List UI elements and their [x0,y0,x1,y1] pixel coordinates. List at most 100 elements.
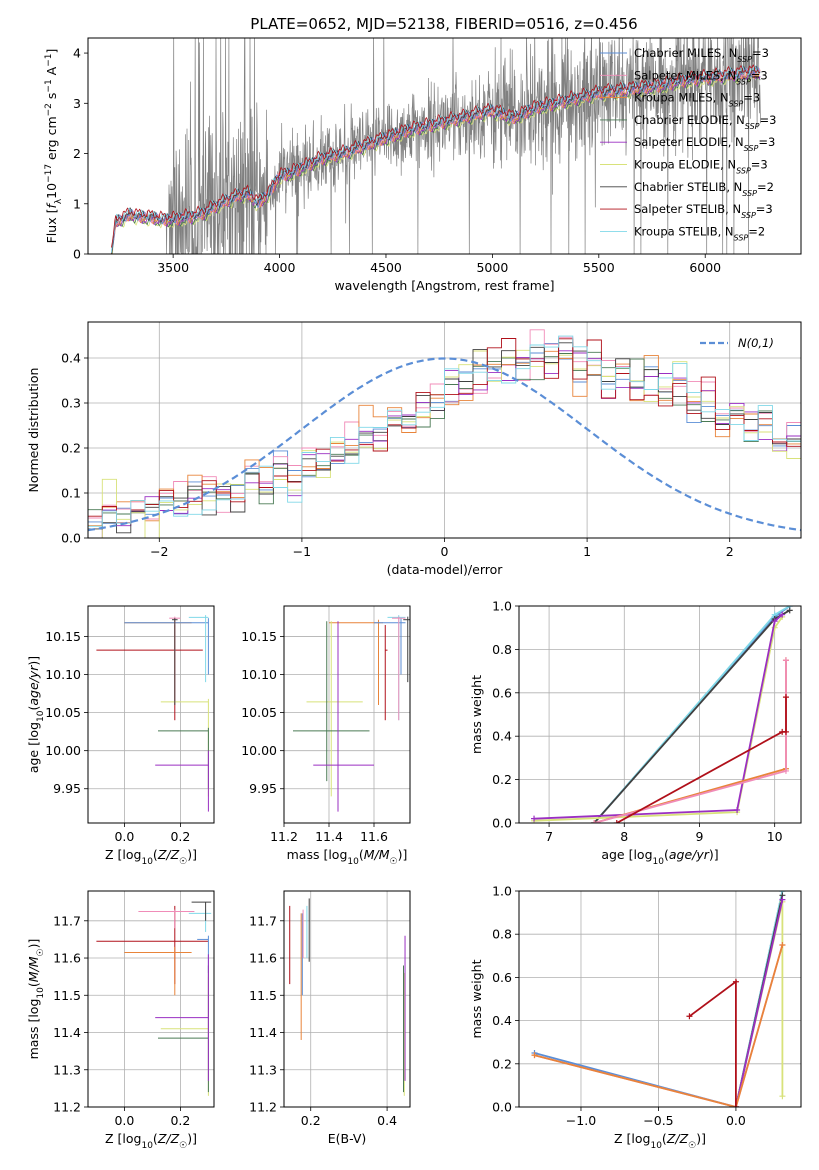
mass-weight-marker [531,815,538,822]
y-axis-label-part: f [44,203,59,209]
x-axis-label-part: Z/Z [157,1131,180,1146]
x-axis-label-part: 10 [653,857,665,867]
y-tick-label: 0.6 [492,685,512,700]
y-axis-label-part: λ [54,198,64,204]
x-axis-label-part: E(B-V) [328,1131,367,1146]
x-axis-label: Z [log10(Z/Z☉)] [614,1131,706,1151]
y-axis-label: mass [log10(M/M☉)] [26,939,46,1060]
y-tick-label: 0.4 [61,351,81,366]
x-axis-label-part: (data-model)/error [387,562,504,577]
mass-weight-marker [786,607,793,614]
x-axis-label-part: ( [664,847,669,862]
y-tick-label: 11.7 [249,913,277,928]
legend-label: Kroupa STELIB, NSSP=2 [634,224,765,242]
legend-label: Salpeter MILES, NSSP=3 [634,68,768,86]
legend-label-text: Chabrier MILES, N [634,46,737,60]
x-tick-label: 0.4 [377,1113,397,1128]
y-axis-label-part: mass [log [26,999,41,1060]
residual-histogram-line [88,350,801,527]
mass-weight-marker [732,978,739,985]
y-axis-label: Flux [fλ10−17 erg cm−2 s−1 A−1] [44,49,64,244]
y-tick-label: 10.00 [241,743,277,758]
mass-weight-line [616,697,787,823]
x-tick-label: 0.2 [170,829,190,844]
x-tick-label: 8 [620,829,628,844]
mass-weight-marker [782,694,789,701]
mass-weight-line [593,660,787,823]
legend-label-text: Salpeter ELODIE, N [634,135,744,149]
legend-label: Kroupa MILES, NSSP=3 [634,91,760,109]
mass-weight-marker [531,1052,538,1059]
mass-weight-line [533,614,783,820]
axes-frame [283,890,411,1108]
x-tick-label: 11.2 [270,829,298,844]
legend-label-sub: SSP [742,188,757,197]
legend-label: Chabrier ELODIE, NSSP=3 [634,113,776,130]
x-axis-label-part: 10 [347,857,359,867]
y-tick-label: 11.2 [53,1100,81,1115]
residual-histogram-line [88,338,801,524]
legend-label-suffix: =3 [756,202,773,216]
error-bar-point [124,618,209,675]
error-bar-point [124,619,192,705]
model-spectrum-line [111,70,761,254]
x-tick-label: 0.2 [170,1113,190,1128]
mass-weight-marker [779,611,786,618]
x-tick-label: 0.0 [114,1113,134,1128]
x-axis-label-part: Z/Z [666,1131,689,1146]
y-tick-label: 1 [73,196,81,211]
x-tick-label: 0.0 [114,829,134,844]
x-axis-label-part: ☉ [390,857,398,867]
figure-title: PLATE=0652, MJD=52138, FIBERID=0516, z=0… [250,15,637,33]
y-axis-label-part: )] [26,656,41,666]
y-tick-label: 0.6 [492,970,512,985]
x-axis-label-part: mass [log [287,847,348,862]
residual-histogram-line [88,342,801,534]
x-tick-label: 5500 [583,260,615,275]
x-axis-label-part: Z [log [614,1131,650,1146]
x-tick-label: −1 [293,544,311,559]
mass-weight-marker [591,820,598,823]
x-axis-label: (data-model)/error [387,562,504,577]
y-axis-label-part: −1 [44,53,54,66]
y-tick-label: 11.6 [53,951,81,966]
y-tick-label: 10.05 [45,705,81,720]
error-bar-point [96,905,209,985]
y-axis-label-part: )] [26,939,41,949]
axes-frame [518,890,802,1108]
legend-label-sub: SSP [744,144,759,153]
residual-histogram-line [88,329,801,520]
spectrum-panel: 3500 4000 4500 5000 5500 6000 0 1 2 3 4 wavelength … [44,37,802,293]
error-bar-point [155,954,209,1081]
y-tick-label: 10.15 [241,629,277,644]
mass-weight-line [593,609,791,823]
y-axis-label-part: age [log [26,722,41,773]
x-axis-label-part: 10 [650,1141,662,1151]
x-axis-label-part: ( [153,847,158,862]
y-tick-label: 10.10 [45,667,81,682]
legend-label-sub: SSP [737,55,752,64]
x-axis-label-part: ☉ [688,1141,696,1151]
legend-label-text: Chabrier ELODIE, N [634,113,745,127]
x-axis-label-part: ( [153,1131,158,1146]
legend-label: Salpeter STELIB, NSSP=3 [634,202,773,220]
error-bar-point [160,976,209,1096]
x-tick-label: 10 [767,829,783,844]
error-bar-point [403,616,410,683]
x-axis-label-part: Z [log [105,1131,141,1146]
x-axis-label: Z [log10(Z/Z☉)] [105,1131,197,1151]
legend-label-suffix: =3 [751,158,768,172]
legend-label-sub: SSP [734,233,749,242]
y-tick-label: 4 [73,46,81,61]
residual-histogram-line [88,349,801,538]
mass-weight-line [593,660,787,823]
mass-weight-marker [734,806,741,813]
normal-distribution-curve [88,357,801,532]
mass-vs-EBV-panel: 0.2 0.4 11.2 11.3 11.4 11.5 11.6 11.7 E(B-V) [249,890,411,1146]
error-bar-point [124,946,192,996]
x-axis-label-part: )] [187,1131,197,1146]
y-tick-label: 2 [73,146,81,161]
legend-label: Kroupa ELODIE, NSSP=3 [634,158,768,176]
y-axis-label: mass weight [469,675,484,754]
y-tick-label: 0.3 [61,396,81,411]
